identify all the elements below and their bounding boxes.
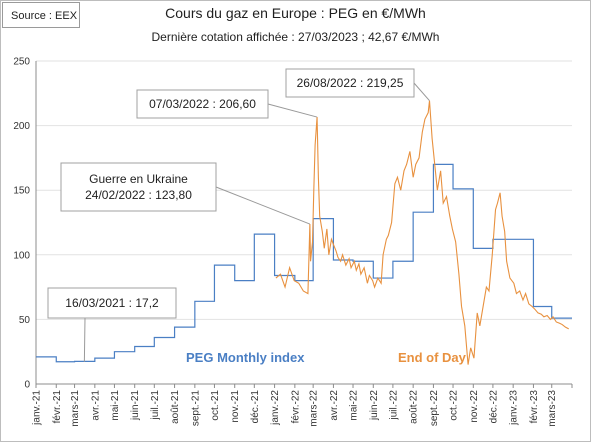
annotation-leader	[79, 317, 86, 362]
source-label: Source : EEX	[2, 2, 80, 28]
x-tick-label: mai-22	[349, 390, 360, 421]
annotations: 16/03/2021 : 17,2 Guerre en Ukraine 24/02/…	[47, 68, 430, 362]
y-tick-label: 150	[13, 186, 30, 197]
x-tick-label: sept.-21	[190, 390, 201, 427]
annotation-text: 24/02/2022 : 123,80	[85, 188, 192, 202]
annotation-text: 07/03/2022 : 206,60	[149, 97, 256, 111]
annotation-text: 26/08/2022 : 219,25	[297, 76, 404, 90]
series-labels: PEG Monthly index End of Day	[186, 350, 467, 365]
x-tick-label: mai-21	[110, 390, 121, 421]
grid-lines	[36, 60, 572, 385]
chart-subtitle: Dernière cotation affichée : 27/03/2023 …	[151, 30, 440, 44]
x-tick-label: avr.-21	[90, 390, 101, 421]
x-tick-label: avr.-22	[329, 390, 340, 421]
y-tick-label: 50	[19, 315, 31, 326]
x-tick-label: juin-21	[130, 390, 141, 421]
x-axis-ticks: janv.-21 févr.-21 mars-21 avr.-21 mai-21 juin…	[32, 384, 573, 427]
y-tick-label: 100	[13, 250, 30, 261]
annotation-leader	[413, 82, 430, 102]
x-tick-label: juil.-21	[150, 390, 161, 421]
x-tick-label: nov.-21	[230, 390, 241, 423]
x-tick-label: févr.-23	[529, 390, 540, 424]
y-tick-label: 250	[13, 57, 30, 68]
annotation-box	[285, 68, 415, 98]
x-tick-label: juil.-22	[388, 390, 399, 421]
x-tick-label: nov.-22	[469, 390, 480, 423]
x-tick-label: févr.-22	[290, 390, 301, 424]
x-tick-label: janv.-23	[509, 390, 520, 426]
x-tick-label: févr.-21	[52, 390, 63, 424]
label-peg-monthly-index: PEG Monthly index	[186, 350, 305, 365]
label-end-of-day: End of Day	[398, 350, 467, 365]
axes	[35, 61, 572, 385]
chart-title: Cours du gaz en Europe : PEG en €/MWh	[165, 5, 426, 21]
x-tick-label: oct.-22	[449, 390, 460, 421]
y-axis-ticks: 0 50 100 150 200 250	[13, 57, 30, 391]
x-tick-label: oct.-21	[210, 390, 221, 421]
x-tick-label: mars-22	[309, 390, 320, 427]
y-tick-label: 200	[13, 121, 30, 132]
annotation-leader	[267, 103, 318, 118]
annotation-leader	[215, 186, 311, 225]
annotation-box	[136, 89, 269, 119]
x-tick-label: mars-21	[70, 390, 81, 427]
y-tick-label: 0	[24, 380, 30, 391]
series-end-of-day	[275, 100, 569, 365]
x-tick-label: août-22	[409, 390, 420, 424]
x-tick-label: déc.-22	[488, 390, 499, 424]
annotation-text: 16/03/2021 : 17,2	[65, 296, 159, 310]
x-tick-label: janv.-21	[32, 390, 43, 426]
series-lines	[36, 100, 572, 365]
annotation-box	[60, 162, 217, 212]
annotation-box	[47, 287, 177, 319]
x-tick-label: déc.-21	[250, 390, 261, 424]
x-tick-label: mars-23	[547, 390, 558, 427]
x-tick-label: janv.-22	[270, 390, 281, 426]
x-tick-label: août-21	[170, 390, 181, 424]
x-tick-label: sept.-22	[429, 390, 440, 427]
x-tick-label: juin-22	[369, 390, 380, 421]
annotation-text: Guerre en Ukraine	[89, 172, 188, 186]
